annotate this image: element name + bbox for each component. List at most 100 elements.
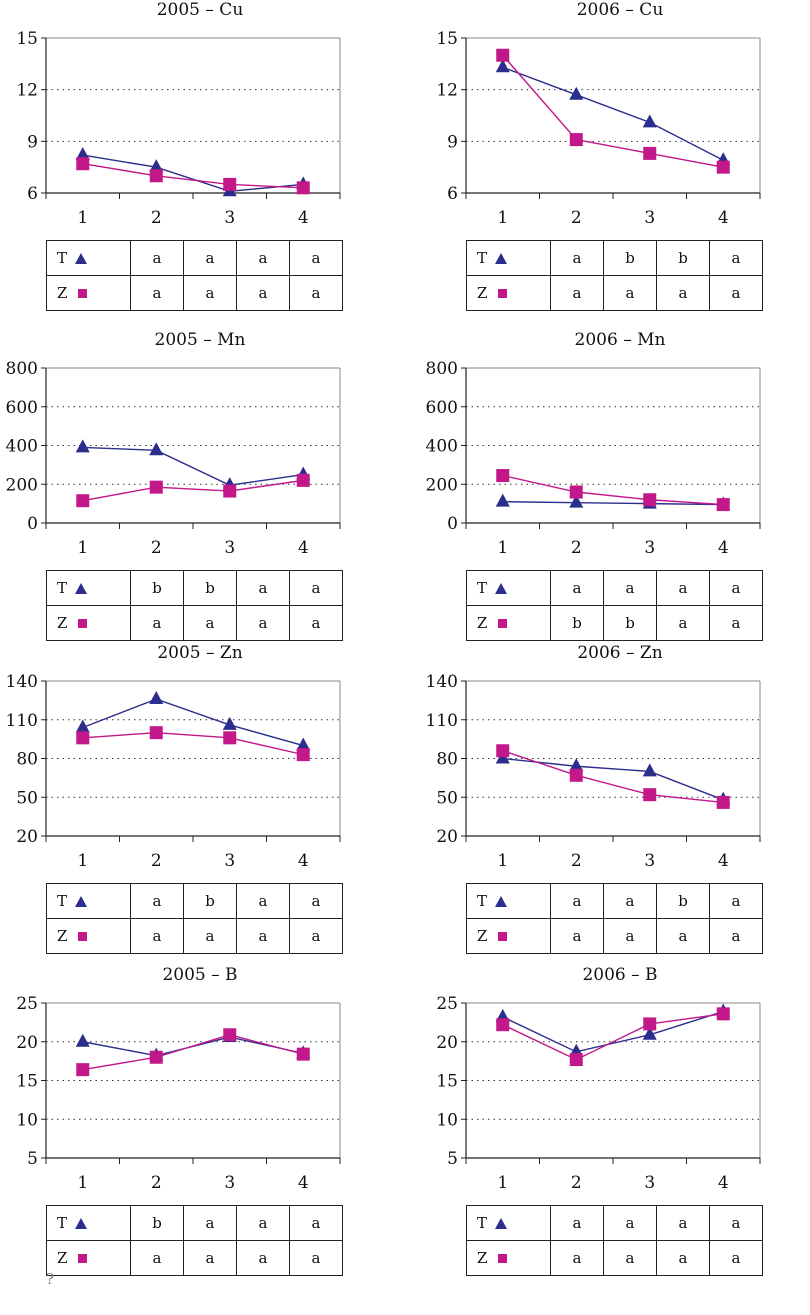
significance-cell: a	[130, 1240, 184, 1276]
line-chart: 0 200 400 600 800 1 2 3 4	[426, 359, 761, 558]
y-tick-label: 50	[436, 788, 458, 808]
series-line-Z	[82, 163, 304, 189]
square-marker-icon	[78, 1254, 88, 1263]
x-tick-label: 1	[497, 208, 508, 228]
data-point-Z	[149, 480, 163, 494]
chart-title: 2005 – Zn	[157, 643, 243, 663]
x-tick-label: 4	[718, 208, 729, 228]
significance-cell: a	[603, 570, 657, 606]
triangle-marker-icon	[75, 1218, 88, 1229]
series-name: Z	[477, 284, 488, 302]
data-point-T	[569, 86, 584, 100]
significance-cell: a	[236, 918, 290, 954]
series-line-T	[502, 757, 724, 801]
data-point-Z	[716, 160, 730, 174]
y-tick-label: 0	[27, 514, 38, 534]
significance-cell: a	[550, 1205, 604, 1241]
x-tick-label: 4	[718, 851, 729, 871]
series-line-Z	[502, 54, 724, 168]
data-point-Z	[496, 48, 510, 62]
series-line-T	[502, 500, 724, 506]
data-point-Z	[643, 1017, 657, 1031]
y-tick-label: 600	[426, 398, 458, 418]
data-point-T	[149, 442, 164, 456]
series-label: T	[46, 240, 131, 276]
series-name: T	[57, 1214, 68, 1232]
data-point-Z	[643, 146, 657, 160]
line-chart: 20 50 80 110 140 1 2 3 4	[6, 672, 341, 871]
series-line-T	[82, 698, 304, 747]
y-tick-label: 110	[6, 711, 38, 731]
series-name: T	[477, 1214, 488, 1232]
series-label: Z	[466, 1240, 551, 1276]
y-tick-label: 400	[6, 437, 38, 457]
significance-cell: a	[289, 1240, 343, 1276]
y-tick-label: 800	[6, 359, 38, 379]
significance-cell: a	[656, 1205, 710, 1241]
square-marker-icon	[78, 289, 88, 298]
series-name: T	[57, 892, 68, 910]
significance-cell: a	[656, 605, 710, 641]
y-tick-label: 400	[426, 437, 458, 457]
square-marker-icon	[498, 932, 508, 941]
data-point-T	[296, 737, 311, 751]
square-marker-icon	[498, 289, 508, 298]
data-point-Z	[149, 1050, 163, 1064]
significance-cell: b	[183, 570, 237, 606]
square-marker-icon	[498, 1254, 508, 1263]
data-point-Z	[296, 473, 310, 487]
x-tick-label: 1	[77, 208, 88, 228]
series-label: T	[466, 240, 551, 276]
data-point-T	[495, 493, 510, 507]
series-name: Z	[477, 614, 488, 632]
square-marker-icon	[498, 619, 508, 628]
series-label: T	[46, 1205, 131, 1241]
y-tick-label: 6	[27, 184, 38, 204]
stray-mark: ?	[46, 1270, 55, 1288]
significance-cell: a	[289, 240, 343, 276]
significance-cell: a	[183, 240, 237, 276]
data-point-Z	[223, 731, 237, 745]
line-chart: 5 10 15 20 25 1 2 3 4	[16, 994, 341, 1193]
x-tick-label: 2	[151, 208, 162, 228]
series-name: T	[477, 249, 488, 267]
series-label: T	[46, 570, 131, 606]
x-tick-label: 4	[718, 1173, 729, 1193]
significance-cell: a	[656, 570, 710, 606]
significance-cell: a	[236, 605, 290, 641]
series-line-Z	[82, 1034, 304, 1071]
x-tick-label: 2	[571, 208, 582, 228]
y-tick-label: 6	[447, 184, 458, 204]
significance-cell: b	[130, 570, 184, 606]
x-tick-label: 2	[571, 851, 582, 871]
significance-cell: a	[236, 275, 290, 311]
series-line-T	[502, 1010, 724, 1053]
significance-cell: a	[289, 918, 343, 954]
series-label: T	[466, 1205, 551, 1241]
series-line-Z	[502, 750, 724, 804]
significance-cell: b	[603, 240, 657, 276]
y-tick-label: 15	[16, 29, 38, 49]
series-name: T	[477, 579, 488, 597]
y-tick-label: 15	[436, 29, 458, 49]
significance-cell: b	[656, 240, 710, 276]
x-tick-label: 3	[224, 1173, 235, 1193]
x-tick-label: 1	[497, 851, 508, 871]
data-point-T	[222, 716, 237, 730]
significance-cell: a	[130, 883, 184, 919]
data-point-Z	[496, 744, 510, 758]
x-tick-label: 3	[224, 208, 235, 228]
significance-cell: b	[603, 605, 657, 641]
data-point-Z	[716, 1007, 730, 1021]
